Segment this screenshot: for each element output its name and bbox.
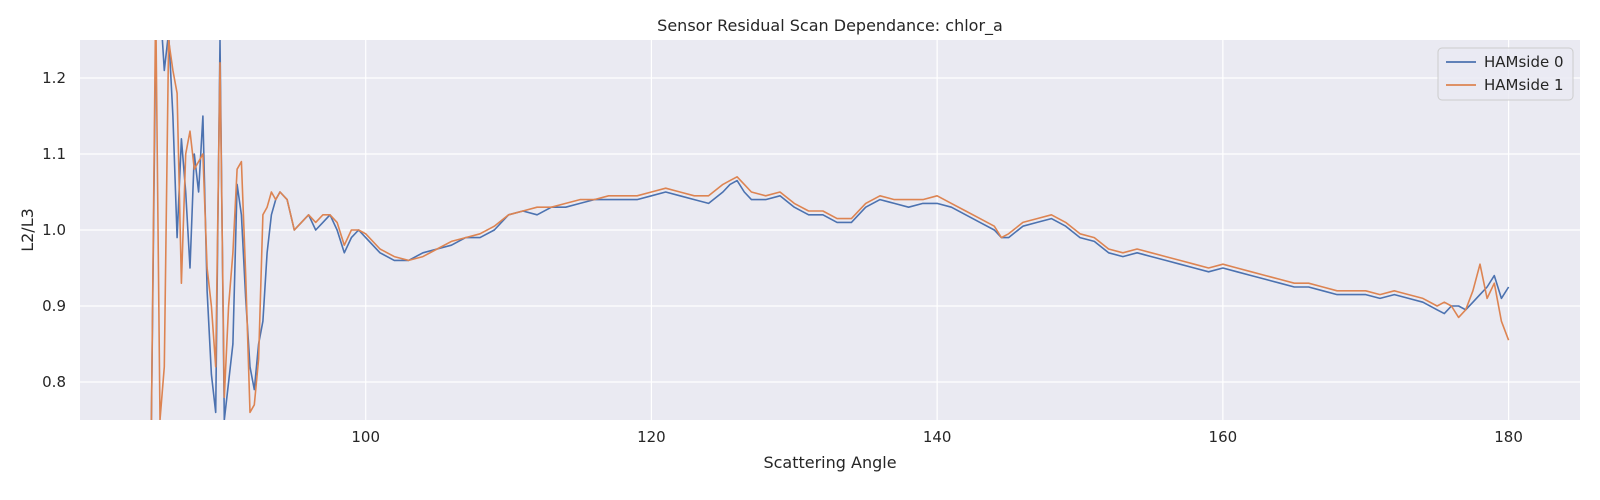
x-axis-ticks: 100 120 140 160 180 (351, 428, 1522, 446)
chart-title: Sensor Residual Scan Dependance: chlor_a (657, 16, 1003, 36)
legend: HAMside 0 HAMside 1 (1437, 47, 1574, 101)
legend-box (1437, 47, 1574, 101)
legend-label: HAMside 1 (1484, 76, 1564, 94)
y-tick-label: 1.2 (42, 69, 66, 87)
x-tick-label: 120 (637, 428, 666, 446)
x-tick-label: 180 (1494, 428, 1523, 446)
x-tick-label: 140 (923, 428, 952, 446)
y-axis-label: L2/L3 (18, 208, 37, 252)
legend-label: HAMside 0 (1484, 53, 1564, 71)
x-tick-label: 100 (351, 428, 380, 446)
series-line-1 (150, 40, 1510, 420)
y-tick-label: 0.8 (42, 373, 66, 391)
series-line-0 (150, 40, 1510, 420)
x-axis-label: Scattering Angle (763, 453, 896, 472)
y-axis-ticks: 0.8 0.9 1.0 1.1 1.2 (42, 69, 66, 391)
y-tick-label: 1.0 (42, 221, 66, 239)
grid-lines (80, 40, 1580, 420)
y-tick-label: 0.9 (42, 297, 66, 315)
x-tick-label: 160 (1209, 428, 1238, 446)
y-tick-label: 1.1 (42, 145, 66, 163)
series-layer (150, 40, 1510, 420)
